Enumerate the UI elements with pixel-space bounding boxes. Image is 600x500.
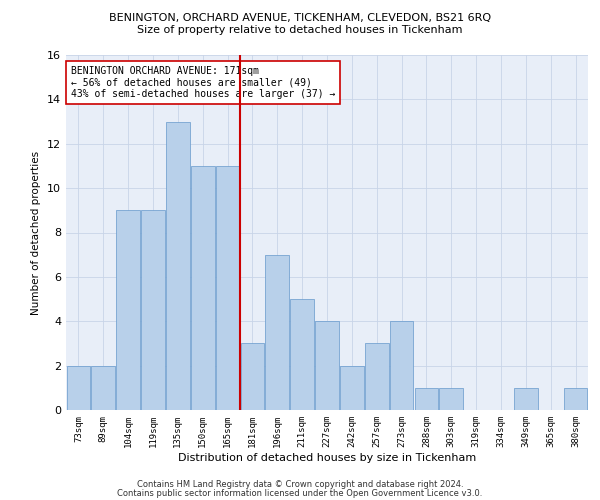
Bar xyxy=(365,344,389,410)
Bar xyxy=(116,210,140,410)
Bar xyxy=(415,388,438,410)
Y-axis label: Number of detached properties: Number of detached properties xyxy=(31,150,41,314)
X-axis label: Distribution of detached houses by size in Tickenham: Distribution of detached houses by size … xyxy=(178,452,476,462)
Bar xyxy=(390,322,413,410)
Bar xyxy=(216,166,239,410)
Bar xyxy=(166,122,190,410)
Bar xyxy=(91,366,115,410)
Bar xyxy=(514,388,538,410)
Bar xyxy=(315,322,339,410)
Text: Size of property relative to detached houses in Tickenham: Size of property relative to detached ho… xyxy=(137,25,463,35)
Bar xyxy=(265,254,289,410)
Text: Contains public sector information licensed under the Open Government Licence v3: Contains public sector information licen… xyxy=(118,488,482,498)
Bar xyxy=(67,366,90,410)
Bar xyxy=(439,388,463,410)
Text: Contains HM Land Registry data © Crown copyright and database right 2024.: Contains HM Land Registry data © Crown c… xyxy=(137,480,463,489)
Bar xyxy=(564,388,587,410)
Text: BENINGTON, ORCHARD AVENUE, TICKENHAM, CLEVEDON, BS21 6RQ: BENINGTON, ORCHARD AVENUE, TICKENHAM, CL… xyxy=(109,12,491,22)
Text: BENINGTON ORCHARD AVENUE: 171sqm
← 56% of detached houses are smaller (49)
43% o: BENINGTON ORCHARD AVENUE: 171sqm ← 56% o… xyxy=(71,66,335,99)
Bar xyxy=(340,366,364,410)
Bar xyxy=(191,166,215,410)
Bar xyxy=(141,210,165,410)
Bar xyxy=(290,299,314,410)
Bar xyxy=(241,344,264,410)
